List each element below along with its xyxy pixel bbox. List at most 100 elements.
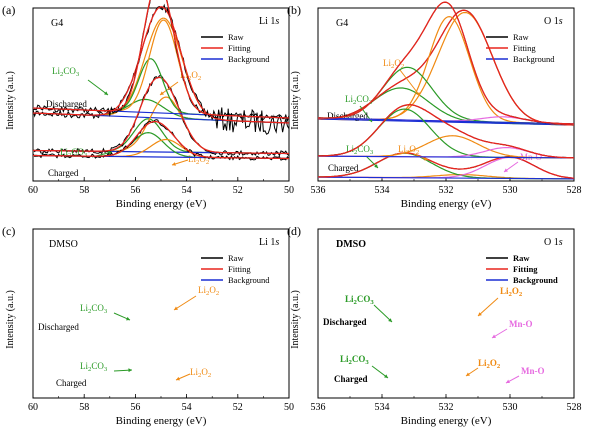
annotation-label: Li2​O2​ [198, 285, 219, 297]
legend-label: Background [228, 54, 270, 64]
annotation-arrowhead [416, 92, 420, 96]
x-tick-label: 52 [233, 185, 243, 196]
panel-letter: (c) [2, 224, 15, 238]
core-level-label: O 1s [544, 237, 563, 248]
x-axis-label: Binding energy (eV) [116, 415, 207, 427]
background-line [317, 155, 575, 159]
fitting-curve [318, 152, 575, 179]
annotation-label: Li2​CO3​ [52, 66, 80, 78]
annotation-label: Mn-O [509, 319, 533, 329]
fitting-curve [32, 0, 290, 119]
legend-label: Background [513, 54, 555, 64]
background-line [317, 176, 575, 180]
legend-label: Raw [228, 32, 244, 42]
y-axis-label: Intensity (a.u.) [5, 290, 16, 349]
annotation-label: Discharged [323, 317, 367, 327]
annotation-label: Li2​CO3​ [80, 303, 108, 315]
raw-curve [32, 3, 290, 135]
x-tick-label: 530 [503, 402, 518, 413]
x-tick-label: 58 [79, 402, 89, 413]
panel-letter: (b) [287, 3, 301, 17]
x-tick-label: 532 [439, 185, 454, 196]
x-tick-label: 56 [130, 185, 140, 196]
x-tick-label: 54 [182, 185, 192, 196]
core-level-label: Li 1s [259, 237, 279, 248]
x-tick-label: 534 [375, 402, 390, 413]
component-curve [318, 11, 575, 126]
annotation-arrowhead [424, 156, 428, 161]
background-line [317, 117, 575, 125]
annotation-arrowhead [174, 306, 178, 310]
legend-label: Fitting [513, 43, 536, 53]
background-line [317, 118, 575, 126]
annotation-label: Li2​O2​ [500, 286, 523, 298]
annotation-arrowhead [172, 162, 176, 166]
fitting-curve [33, 120, 289, 160]
plot-frame [32, 228, 290, 399]
annotation-label: Li2​CO3​ [80, 361, 108, 373]
annotation-arrow [477, 297, 499, 317]
core-level-label: Li 1s [259, 16, 279, 27]
annotation-arrowhead [506, 379, 510, 384]
x-tick-label: 536 [311, 402, 326, 413]
annotation-arrowhead [160, 91, 164, 95]
component-curve [318, 15, 574, 125]
panel-letter: (a) [2, 3, 15, 17]
annotation-label: Li2​O2​ [478, 358, 501, 370]
legend-label: Fitting [513, 264, 538, 274]
raw-curve [32, 75, 290, 157]
x-tick-label: 534 [375, 185, 390, 196]
sample-label: G4 [336, 18, 348, 29]
annotation-arrowhead [126, 316, 130, 321]
annotation-label: Li2​O2​ [180, 70, 201, 82]
x-tick-label: 58 [79, 185, 89, 196]
annotation-arrowhead [108, 150, 112, 155]
sample-label: DMSO [49, 239, 78, 250]
annotation-label: Li2​O2​ [190, 367, 211, 379]
x-tick-label: 528 [567, 402, 582, 413]
legend-label: Fitting [228, 43, 251, 53]
annotation-arrowhead [492, 334, 496, 338]
annotation-arrowhead [466, 372, 470, 376]
annotation-label: Li2​CO3​ [346, 144, 374, 156]
x-tick-label: 528 [567, 185, 582, 196]
x-tick-label: 532 [439, 402, 454, 413]
x-axis-label: Binding energy (eV) [401, 415, 492, 427]
fitting-curve [32, 6, 290, 124]
panel-a: 60 58 56 54 52 50 Binding energy (eV) Intensity… [2, 3, 294, 210]
x-tick-label: 50 [284, 402, 294, 413]
x-tick-label: 530 [503, 185, 518, 196]
annotation-arrow [173, 295, 197, 311]
panel-c: 60 58 56 54 52 50 Binding energy (eV) Intensity… [2, 0, 294, 427]
x-tick-label: 60 [28, 402, 38, 413]
fitting-curve [33, 76, 289, 155]
annotation-arrowhead [478, 312, 482, 316]
annotation-label: Li2​CO3​ [340, 354, 369, 366]
x-tick-label: 52 [233, 402, 243, 413]
annotation-label: Mn-O [521, 366, 545, 376]
panel-b: 536 534 532 530 528 Binding energy (eV) Intens… [287, 3, 582, 210]
y-axis-label: Intensity (a.u.) [290, 290, 301, 349]
legend-label: Background [513, 275, 558, 285]
annotation-label: Discharged [46, 99, 87, 109]
annotation-label: Charged [328, 163, 359, 173]
x-axis-label: Binding energy (eV) [116, 198, 207, 210]
core-level-label: O 1s [544, 16, 563, 27]
x-tick-label: 536 [311, 185, 326, 196]
annotation-arrowhead [176, 376, 180, 381]
legend-label: Background [228, 275, 270, 285]
annotation-arrowhead [374, 164, 378, 168]
annotation-label: Li2​O2​ [383, 58, 404, 70]
annotation-label: Charged [48, 168, 79, 178]
annotation-arrowhead [104, 91, 108, 95]
annotation-label: Li2​O2​ [188, 154, 209, 166]
fitting-curve [317, 1, 575, 125]
annotation-arrowhead [384, 374, 388, 378]
annotation-label: Discharged [38, 322, 79, 332]
sample-label: G4 [51, 18, 63, 29]
legend-label: Raw [513, 32, 529, 42]
legend-label: Raw [513, 253, 530, 263]
annotation-arrow [159, 81, 179, 96]
x-tick-label: 50 [284, 185, 294, 196]
